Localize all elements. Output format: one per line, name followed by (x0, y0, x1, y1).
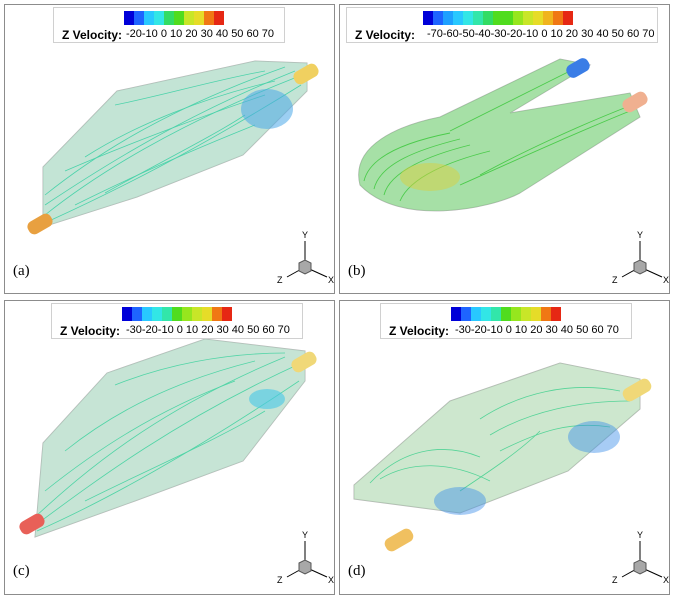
legend-ticks-a: -20-10 0 10 20 30 40 50 60 70 (126, 28, 275, 40)
legend-title-b: Z Velocity: (355, 28, 416, 42)
color-legend-a: Z Velocity: -20-10 0 10 20 30 40 50 60 7… (53, 7, 285, 43)
colorbar-swatch (473, 11, 483, 25)
colorbar-swatch (481, 307, 491, 321)
legend-title-c: Z Velocity: (60, 324, 121, 338)
colorbar-swatch (184, 11, 194, 25)
legend-ticks-d: -30-20-10 0 10 20 30 40 50 60 70 (455, 324, 619, 336)
colorbar-swatch (471, 307, 481, 321)
colorbar-swatch (204, 11, 214, 25)
axis-label-z: Z (277, 275, 283, 285)
colorbar-swatch (533, 11, 543, 25)
colorbar-a (124, 11, 224, 25)
colorbar-swatch (174, 11, 184, 25)
panel-label-d: (d) (348, 563, 366, 579)
legend-title-a: Z Velocity: (62, 28, 123, 42)
colorbar-swatch (162, 307, 172, 321)
colorbar-swatch (451, 307, 461, 321)
colorbar-swatch (192, 307, 202, 321)
colorbar-swatch (172, 307, 182, 321)
colorbar-swatch (493, 11, 503, 25)
color-legend-c: Z Velocity: -30-20-10 0 10 20 30 40 50 6… (51, 303, 303, 339)
colorbar-swatch (423, 11, 433, 25)
colorbar-swatch (154, 11, 164, 25)
axis-label-z: Z (612, 575, 618, 585)
colorbar-swatch (142, 307, 152, 321)
colorbar-swatch (463, 11, 473, 25)
colorbar-swatch (124, 11, 134, 25)
legend-title-d: Z Velocity: (389, 324, 450, 338)
colorbar-swatch (551, 307, 561, 321)
flow-field-a (27, 60, 319, 235)
colorbar-swatch (152, 307, 162, 321)
panel-label-a: (a) (13, 263, 30, 279)
colorbar-swatch (214, 11, 224, 25)
colorbar-swatch (433, 11, 443, 25)
legend-ticks-b: -70-60-50-40-30-20-10 0 10 20 30 40 50 6… (427, 28, 655, 40)
panel-label-c: (c) (13, 563, 30, 579)
colorbar-swatch (132, 307, 142, 321)
colorbar-swatch (523, 11, 533, 25)
legend-ticks-c: -30-20-10 0 10 20 30 40 50 60 70 (126, 324, 290, 336)
axis-label-x: X (328, 275, 335, 285)
color-legend-b: Z Velocity: -70-60-50-40-30-20-10 0 10 2… (346, 7, 658, 43)
colorbar-swatch (222, 307, 232, 321)
axis-label-y: Y (637, 530, 644, 540)
panel-b: Z Velocity: -70-60-50-40-30-20-10 0 10 2… (339, 4, 670, 294)
panel-c: Z Velocity: -30-20-10 0 10 20 30 40 50 6… (4, 300, 335, 595)
colorbar-swatch (543, 11, 553, 25)
axes-triad-a: Y X Z (275, 230, 335, 289)
colorbar-swatch (443, 11, 453, 25)
colorbar-swatch (144, 11, 154, 25)
axes-triad-d: Y X Z (610, 530, 670, 589)
colorbar-c (122, 307, 232, 321)
color-legend-d: Z Velocity: -30-20-10 0 10 20 30 40 50 6… (380, 303, 632, 339)
axis-label-z: Z (277, 575, 283, 585)
colorbar-swatch (563, 11, 573, 25)
colorbar-swatch (194, 11, 204, 25)
colorbar-swatch (513, 11, 523, 25)
colorbar-swatch (503, 11, 513, 25)
panel-d: Z Velocity: -30-20-10 0 10 20 30 40 50 6… (339, 300, 670, 595)
axis-label-x: X (663, 575, 670, 585)
panel-a: Z Velocity: -20-10 0 10 20 30 40 50 60 7… (4, 4, 335, 294)
colorbar-swatch (461, 307, 471, 321)
colorbar-swatch (122, 307, 132, 321)
colorbar-swatch (182, 307, 192, 321)
colorbar-swatch (531, 307, 541, 321)
colorbar-swatch (541, 307, 551, 321)
colorbar-swatch (501, 307, 511, 321)
flow-field-d (353, 362, 652, 552)
colorbar-swatch (521, 307, 531, 321)
colorbar-swatch (212, 307, 222, 321)
colorbar-swatch (134, 11, 144, 25)
colorbar-b (423, 11, 573, 25)
axis-label-x: X (663, 275, 670, 285)
colorbar-swatch (202, 307, 212, 321)
colorbar-swatch (483, 11, 493, 25)
colorbar-d (451, 307, 561, 321)
axis-label-y: Y (302, 530, 309, 540)
colorbar-swatch (491, 307, 501, 321)
axis-label-y: Y (302, 230, 309, 240)
colorbar-swatch (511, 307, 521, 321)
flow-field-c (19, 338, 317, 538)
axis-label-y: Y (637, 230, 644, 240)
colorbar-swatch (553, 11, 563, 25)
flow-field-b (358, 58, 648, 212)
axes-triad-c: Y X Z (275, 530, 335, 589)
axis-label-x: X (328, 575, 335, 585)
colorbar-swatch (164, 11, 174, 25)
axes-triad-b: Y X Z (610, 230, 670, 289)
colorbar-swatch (453, 11, 463, 25)
axis-label-z: Z (612, 275, 618, 285)
panel-label-b: (b) (348, 263, 366, 279)
